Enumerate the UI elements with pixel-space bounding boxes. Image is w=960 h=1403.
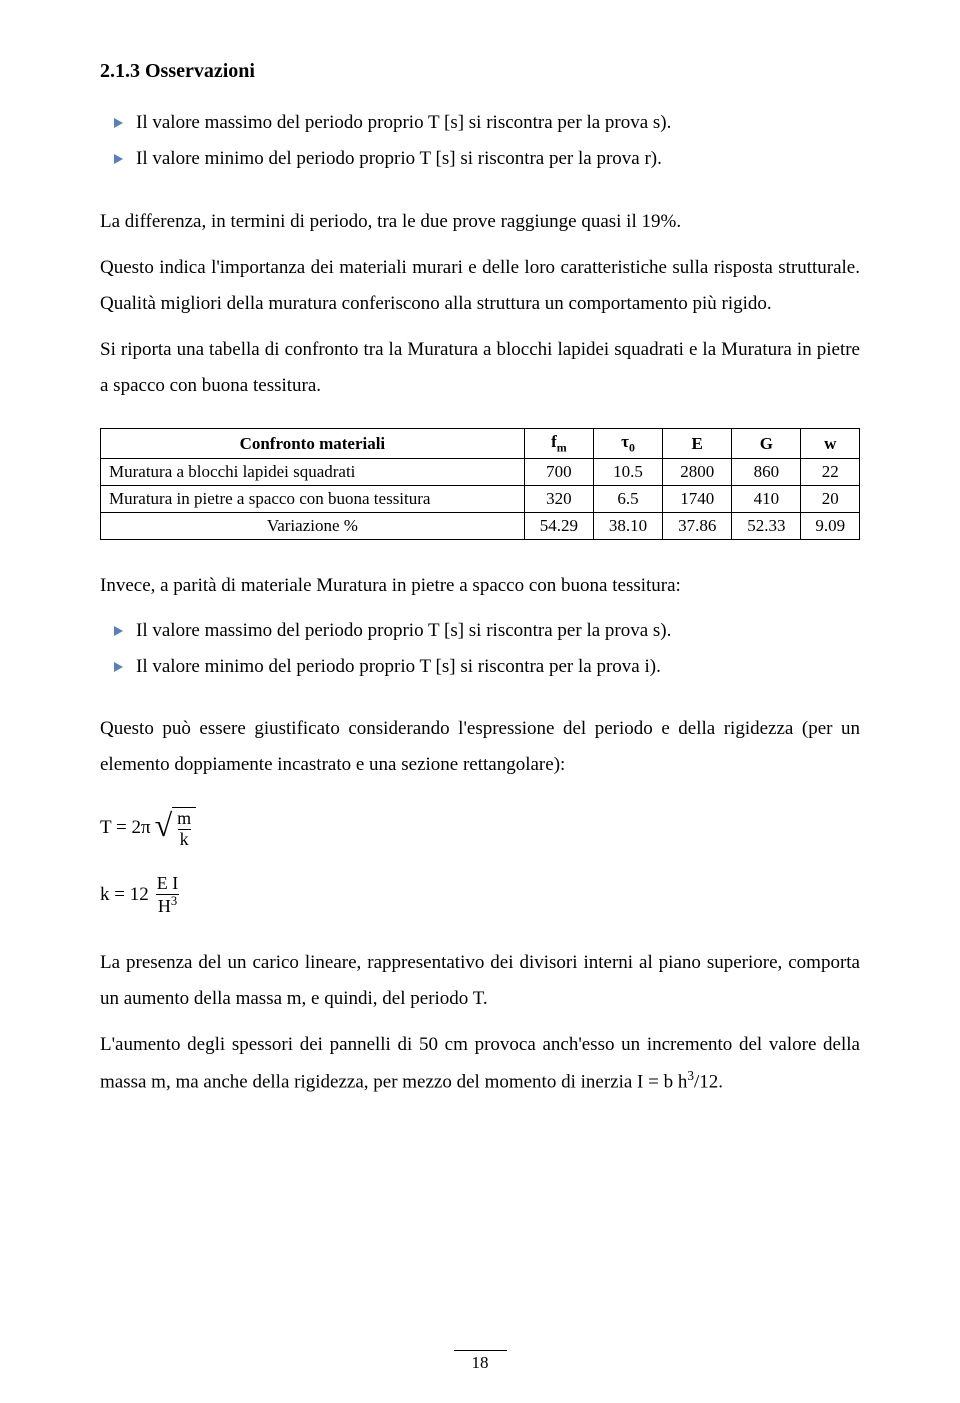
bullet-list-mid: Il valore massimo del periodo proprio T … [100, 615, 860, 684]
fraction: E I H3 [155, 874, 181, 917]
table-cell: 860 [732, 459, 801, 486]
page-number-wrap: 18 [0, 1350, 960, 1373]
formula-block: T = 2π √ m k k = 12 E I H3 [100, 807, 860, 916]
formula-lhs: T = 2π [100, 815, 151, 842]
table-cell: 20 [801, 486, 860, 513]
paragraph: Si riporta una tabella di confronto tra … [100, 332, 860, 404]
section-heading: 2.1.3 Osservazioni [100, 60, 860, 83]
formula-period: T = 2π √ m k [100, 807, 860, 850]
table-cell: 320 [524, 486, 593, 513]
list-item: Il valore minimo del periodo proprio T [… [100, 651, 860, 683]
table-header-row: Confronto materiali fm τ0 E G w [101, 429, 860, 459]
paragraph: Questo indica l'importanza dei materiali… [100, 250, 860, 322]
page-number: 18 [454, 1350, 507, 1373]
paragraph: La differenza, in termini di periodo, tr… [100, 204, 860, 240]
table-cell: 37.86 [663, 513, 732, 540]
table-cell: 10.5 [593, 459, 662, 486]
table-cell: 410 [732, 486, 801, 513]
paragraph: Questo può essere giustificato considera… [100, 711, 860, 783]
radical-icon: √ [155, 811, 173, 840]
paragraph: La presenza del un carico lineare, rappr… [100, 945, 860, 1017]
table-cell: Muratura a blocchi lapidei squadrati [101, 459, 525, 486]
table-row: Variazione % 54.29 38.10 37.86 52.33 9.0… [101, 513, 860, 540]
table-cell: 9.09 [801, 513, 860, 540]
table-header: fm [524, 429, 593, 459]
sqrt-icon: √ m k [155, 807, 197, 850]
formula-lhs: k = 12 [100, 882, 149, 909]
list-item: Il valore minimo del periodo proprio T [… [100, 143, 860, 175]
table-cell: 38.10 [593, 513, 662, 540]
list-item: Il valore massimo del periodo proprio T … [100, 615, 860, 647]
table-cell: 1740 [663, 486, 732, 513]
table-header: E [663, 429, 732, 459]
table-cell: 6.5 [593, 486, 662, 513]
fraction: m k [175, 809, 193, 850]
formula-stiffness: k = 12 E I H3 [100, 874, 860, 917]
table-cell: 700 [524, 459, 593, 486]
page: 2.1.3 Osservazioni Il valore massimo del… [0, 0, 960, 1403]
table-cell: 22 [801, 459, 860, 486]
table-header: w [801, 429, 860, 459]
table-cell: 54.29 [524, 513, 593, 540]
table-cell: Muratura in pietre a spacco con buona te… [101, 486, 525, 513]
table-cell: 2800 [663, 459, 732, 486]
bullet-list-top: Il valore massimo del periodo proprio T … [100, 107, 860, 176]
paragraph: L'aumento degli spessori dei pannelli di… [100, 1027, 860, 1101]
table-cell: Variazione % [101, 513, 525, 540]
table-row: Muratura in pietre a spacco con buona te… [101, 486, 860, 513]
table-header: Confronto materiali [101, 429, 525, 459]
paragraph: Invece, a parità di materiale Muratura i… [100, 568, 860, 604]
table-cell: 52.33 [732, 513, 801, 540]
list-item: Il valore massimo del periodo proprio T … [100, 107, 860, 139]
table-header: G [732, 429, 801, 459]
table-row: Muratura a blocchi lapidei squadrati 700… [101, 459, 860, 486]
table-header: τ0 [593, 429, 662, 459]
comparison-table: Confronto materiali fm τ0 E G w Muratura… [100, 428, 860, 540]
